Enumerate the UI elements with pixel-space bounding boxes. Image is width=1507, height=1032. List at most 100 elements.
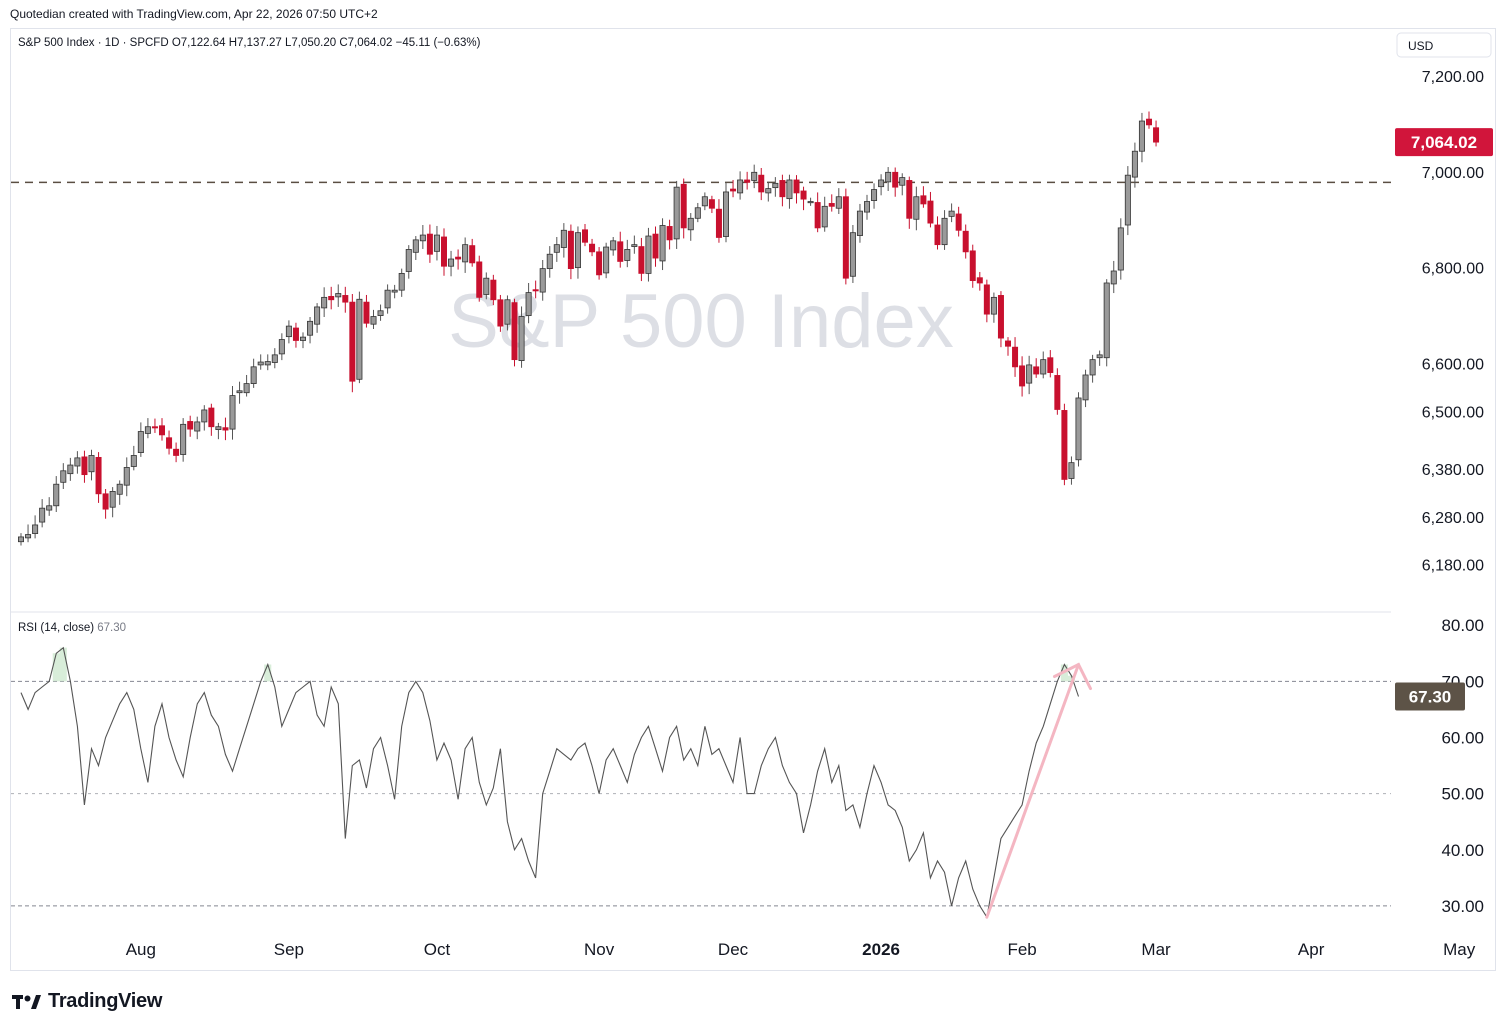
candle[interactable]	[518, 306, 525, 368]
candle[interactable]	[751, 164, 758, 189]
candle[interactable]	[807, 197, 814, 206]
candle[interactable]	[257, 354, 264, 370]
candle[interactable]	[1061, 403, 1068, 486]
candle[interactable]	[158, 418, 165, 441]
candle[interactable]	[123, 457, 130, 497]
candle[interactable]	[1124, 166, 1131, 236]
candle[interactable]	[448, 250, 455, 277]
rsi-line[interactable]	[20, 646, 1080, 919]
candle[interactable]	[582, 224, 589, 247]
candle[interactable]	[631, 235, 638, 254]
candle[interactable]	[222, 417, 229, 441]
candle[interactable]	[215, 422, 222, 440]
candle[interactable]	[1138, 112, 1145, 163]
price-legend[interactable]: S&P 500 Index · 1D · SPCFD O7,122.64 H7,…	[18, 37, 481, 49]
candle[interactable]	[229, 385, 236, 440]
candle[interactable]	[278, 333, 285, 361]
candle[interactable]	[666, 219, 673, 250]
candle[interactable]	[842, 188, 849, 285]
candle[interactable]	[130, 445, 137, 471]
candle[interactable]	[871, 183, 878, 209]
candle[interactable]	[412, 236, 419, 260]
candle[interactable]	[955, 206, 962, 237]
chart-frame[interactable]: S&P 500 Index 7,200.00 7,000.00 6,800.00 6,…	[10, 28, 1496, 971]
candle[interactable]	[18, 533, 24, 546]
candle[interactable]	[137, 422, 144, 457]
candle[interactable]	[737, 171, 744, 200]
candle[interactable]	[1040, 351, 1047, 379]
candle[interactable]	[1075, 392, 1082, 467]
candle[interactable]	[828, 194, 835, 212]
candle[interactable]	[405, 245, 412, 279]
candle[interactable]	[574, 226, 581, 279]
rsi-trend-arrow[interactable]	[985, 663, 1080, 919]
candle[interactable]	[659, 218, 666, 271]
candle[interactable]	[941, 210, 948, 250]
candle[interactable]	[285, 320, 292, 344]
candle[interactable]	[1153, 120, 1160, 147]
candle[interactable]	[553, 236, 560, 262]
candle[interactable]	[53, 476, 60, 513]
candle[interactable]	[948, 203, 955, 223]
candle[interactable]	[673, 180, 680, 249]
candle[interactable]	[398, 268, 405, 297]
candle[interactable]	[166, 430, 173, 455]
candle[interactable]	[878, 174, 885, 196]
candle[interactable]	[469, 238, 476, 267]
candle[interactable]	[1103, 279, 1110, 367]
candle[interactable]	[610, 236, 617, 256]
candle[interactable]	[342, 286, 349, 313]
candle[interactable]	[1082, 369, 1089, 408]
candle[interactable]	[920, 186, 927, 208]
candle[interactable]	[321, 287, 328, 318]
candle[interactable]	[892, 167, 899, 197]
candle[interactable]	[307, 317, 314, 344]
candle[interactable]	[328, 286, 335, 310]
candle[interactable]	[32, 515, 39, 539]
candle[interactable]	[927, 191, 934, 228]
candle[interactable]	[455, 249, 462, 270]
candle[interactable]	[885, 167, 892, 191]
candle[interactable]	[694, 202, 701, 223]
candle[interactable]	[39, 499, 46, 528]
candle[interactable]	[856, 203, 863, 243]
candle[interactable]	[46, 497, 53, 516]
candle[interactable]	[779, 174, 786, 207]
candle[interactable]	[264, 354, 271, 371]
candle[interactable]	[497, 294, 504, 332]
candle[interactable]	[349, 294, 356, 393]
candle[interactable]	[511, 298, 518, 367]
candle[interactable]	[236, 381, 243, 404]
candle[interactable]	[109, 487, 116, 518]
candle[interactable]	[151, 418, 158, 433]
candle[interactable]	[60, 463, 67, 490]
candle[interactable]	[589, 238, 596, 257]
candle[interactable]	[462, 237, 469, 273]
candle[interactable]	[384, 284, 391, 314]
candle[interactable]	[793, 175, 800, 204]
price-and-rsi-chart[interactable]: S&P 500 Index 7,200.00 7,000.00 6,800.00 6,…	[11, 29, 1497, 972]
candle[interactable]	[1026, 355, 1033, 395]
candle[interactable]	[504, 295, 511, 331]
candle[interactable]	[821, 196, 828, 232]
candle[interactable]	[74, 451, 81, 474]
candle[interactable]	[560, 223, 567, 258]
candle[interactable]	[187, 415, 194, 437]
candle[interactable]	[906, 176, 913, 229]
candle[interactable]	[1054, 368, 1061, 415]
candle[interactable]	[715, 199, 722, 243]
candle[interactable]	[652, 226, 659, 267]
candle[interactable]	[645, 227, 652, 282]
candle[interactable]	[67, 457, 74, 481]
candle[interactable]	[1110, 260, 1117, 294]
candle[interactable]	[180, 418, 187, 462]
candle[interactable]	[539, 259, 546, 301]
candle[interactable]	[800, 186, 807, 211]
candle[interactable]	[440, 228, 447, 276]
candle[interactable]	[208, 403, 215, 436]
candle[interactable]	[1012, 337, 1019, 377]
candle[interactable]	[708, 195, 715, 214]
candle[interactable]	[976, 271, 983, 291]
candle[interactable]	[1047, 350, 1054, 378]
candle[interactable]	[913, 186, 920, 231]
